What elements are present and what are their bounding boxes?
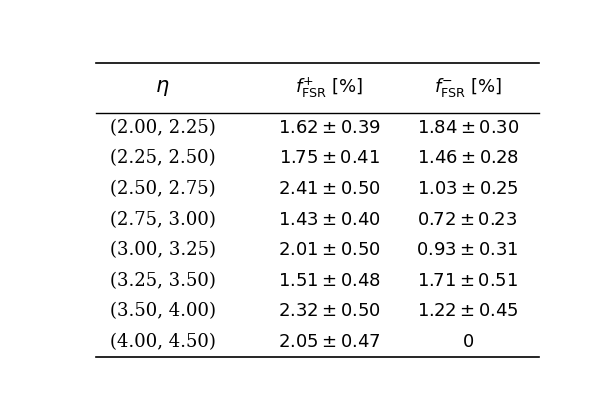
- Text: (3.25, 3.50): (3.25, 3.50): [109, 272, 216, 290]
- Text: $1.71 \pm 0.51$: $1.71 \pm 0.51$: [417, 272, 518, 290]
- Text: (3.50, 4.00): (3.50, 4.00): [109, 303, 216, 320]
- Text: $1.84 \pm 0.30$: $1.84 \pm 0.30$: [416, 119, 519, 137]
- Text: $2.41 \pm 0.50$: $2.41 \pm 0.50$: [278, 180, 381, 198]
- Text: $1.43 \pm 0.40$: $1.43 \pm 0.40$: [278, 211, 381, 229]
- Text: $\eta$: $\eta$: [156, 78, 170, 98]
- Text: $2.32 \pm 0.50$: $2.32 \pm 0.50$: [278, 303, 381, 320]
- Text: (2.75, 3.00): (2.75, 3.00): [109, 211, 216, 229]
- Text: $2.01 \pm 0.50$: $2.01 \pm 0.50$: [278, 241, 381, 259]
- Text: (2.00, 2.25): (2.00, 2.25): [110, 119, 215, 137]
- Text: $f_{\rm FSR}^{+}\ [\%]$: $f_{\rm FSR}^{+}\ [\%]$: [295, 75, 363, 100]
- Text: $1.03 \pm 0.25$: $1.03 \pm 0.25$: [417, 180, 518, 198]
- Text: (2.50, 2.75): (2.50, 2.75): [110, 180, 215, 198]
- Text: $1.22 \pm 0.45$: $1.22 \pm 0.45$: [417, 303, 518, 320]
- Text: $0$: $0$: [462, 333, 474, 351]
- Text: (4.00, 4.50): (4.00, 4.50): [109, 333, 216, 351]
- Text: (3.00, 3.25): (3.00, 3.25): [109, 241, 216, 259]
- Text: $1.46 \pm 0.28$: $1.46 \pm 0.28$: [417, 149, 518, 167]
- Text: $1.75 \pm 0.41$: $1.75 \pm 0.41$: [279, 149, 380, 167]
- Text: $1.51 \pm 0.48$: $1.51 \pm 0.48$: [278, 272, 381, 290]
- Text: $0.93 \pm 0.31$: $0.93 \pm 0.31$: [416, 241, 519, 259]
- Text: $0.72 \pm 0.23$: $0.72 \pm 0.23$: [418, 211, 518, 229]
- Text: $1.62 \pm 0.39$: $1.62 \pm 0.39$: [278, 119, 381, 137]
- Text: $2.05 \pm 0.47$: $2.05 \pm 0.47$: [278, 333, 381, 351]
- Text: $f_{\rm FSR}^{-}\ [\%]$: $f_{\rm FSR}^{-}\ [\%]$: [434, 76, 502, 99]
- Text: (2.25, 2.50): (2.25, 2.50): [110, 149, 215, 167]
